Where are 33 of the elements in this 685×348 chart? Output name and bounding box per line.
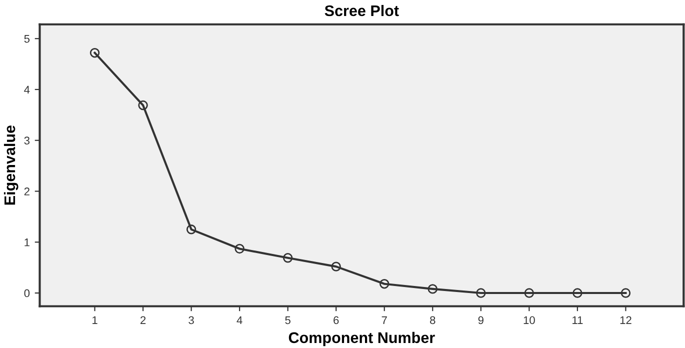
point [620, 288, 631, 298]
point [572, 288, 582, 298]
point [428, 284, 438, 294]
point [380, 278, 390, 289]
x-tick-label: 5 [285, 316, 290, 324]
point [138, 100, 148, 110]
point [524, 288, 534, 298]
x-tick-label: 2 [140, 316, 146, 324]
point [234, 244, 244, 254]
y-tick-label: 3 [24, 136, 30, 145]
y-tick-label: 5 [24, 34, 30, 43]
x-tick-label: 1 [92, 316, 98, 324]
x-axis-title: Component Number [288, 332, 435, 346]
y-axis-title: Eigenvalue [4, 125, 18, 205]
point [282, 253, 293, 263]
point [331, 262, 341, 272]
x-tick-label: 10 [524, 316, 535, 324]
chart-title: Scree Plot [324, 4, 399, 16]
point [90, 48, 100, 58]
point [186, 224, 196, 234]
x-tick-label: 3 [188, 316, 194, 324]
x-tick-label: 9 [478, 316, 484, 324]
y-tick-label: 4 [24, 86, 30, 94]
x-tick-label: 8 [430, 316, 436, 324]
point [476, 288, 486, 298]
x-tick-label: 12 [620, 316, 632, 324]
x-tick-label: 11 [572, 316, 583, 324]
y-tick-label: 1 [24, 238, 30, 246]
y-tick-label: 0 [24, 289, 30, 298]
x-tick-label: 4 [236, 316, 242, 324]
y-tick-label: 2 [24, 188, 30, 196]
x-tick-label: 7 [382, 316, 387, 324]
x-tick-label: 6 [334, 316, 339, 324]
